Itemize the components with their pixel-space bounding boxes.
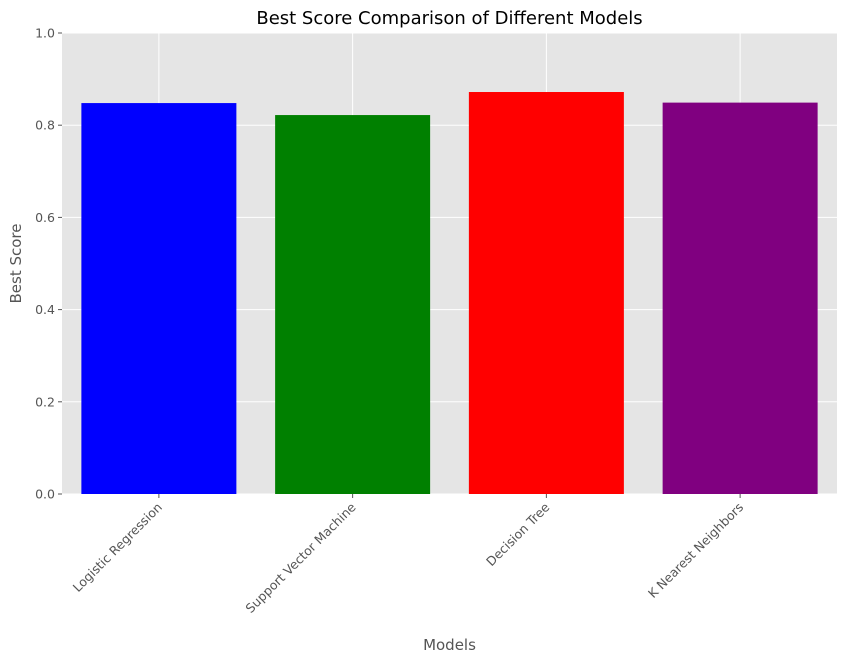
- bar-support-vector-machine: [275, 115, 431, 495]
- y-tick-label: 0.4: [35, 302, 55, 317]
- x-tick-label: Support Vector Machine: [242, 499, 359, 616]
- x-tick-label: Decision Tree: [483, 499, 553, 569]
- bars: [81, 92, 818, 495]
- bar-decision-tree: [468, 92, 624, 495]
- y-tick-label: 0.8: [35, 118, 55, 133]
- y-axis-label: Best Score: [7, 224, 25, 304]
- y-tick-label: 0.6: [35, 210, 55, 225]
- y-tick-label: 0.0: [35, 487, 55, 502]
- x-axis-ticks: Logistic Regression Support Vector Machin…: [70, 494, 746, 616]
- x-tick-label: Logistic Regression: [70, 500, 165, 595]
- bar-logistic-regression: [81, 103, 237, 495]
- x-tick-label: K Nearest Neighbors: [645, 500, 746, 601]
- y-tick-label: 0.2: [35, 394, 55, 409]
- bar-k-nearest-neighbors: [662, 102, 818, 495]
- y-tick-label: 1.0: [35, 26, 55, 41]
- x-axis-label: Models: [423, 636, 476, 654]
- chart-title: Best Score Comparison of Different Model…: [256, 8, 642, 29]
- y-axis-ticks: 0.0 0.2 0.4 0.6 0.8 1.0: [35, 26, 62, 502]
